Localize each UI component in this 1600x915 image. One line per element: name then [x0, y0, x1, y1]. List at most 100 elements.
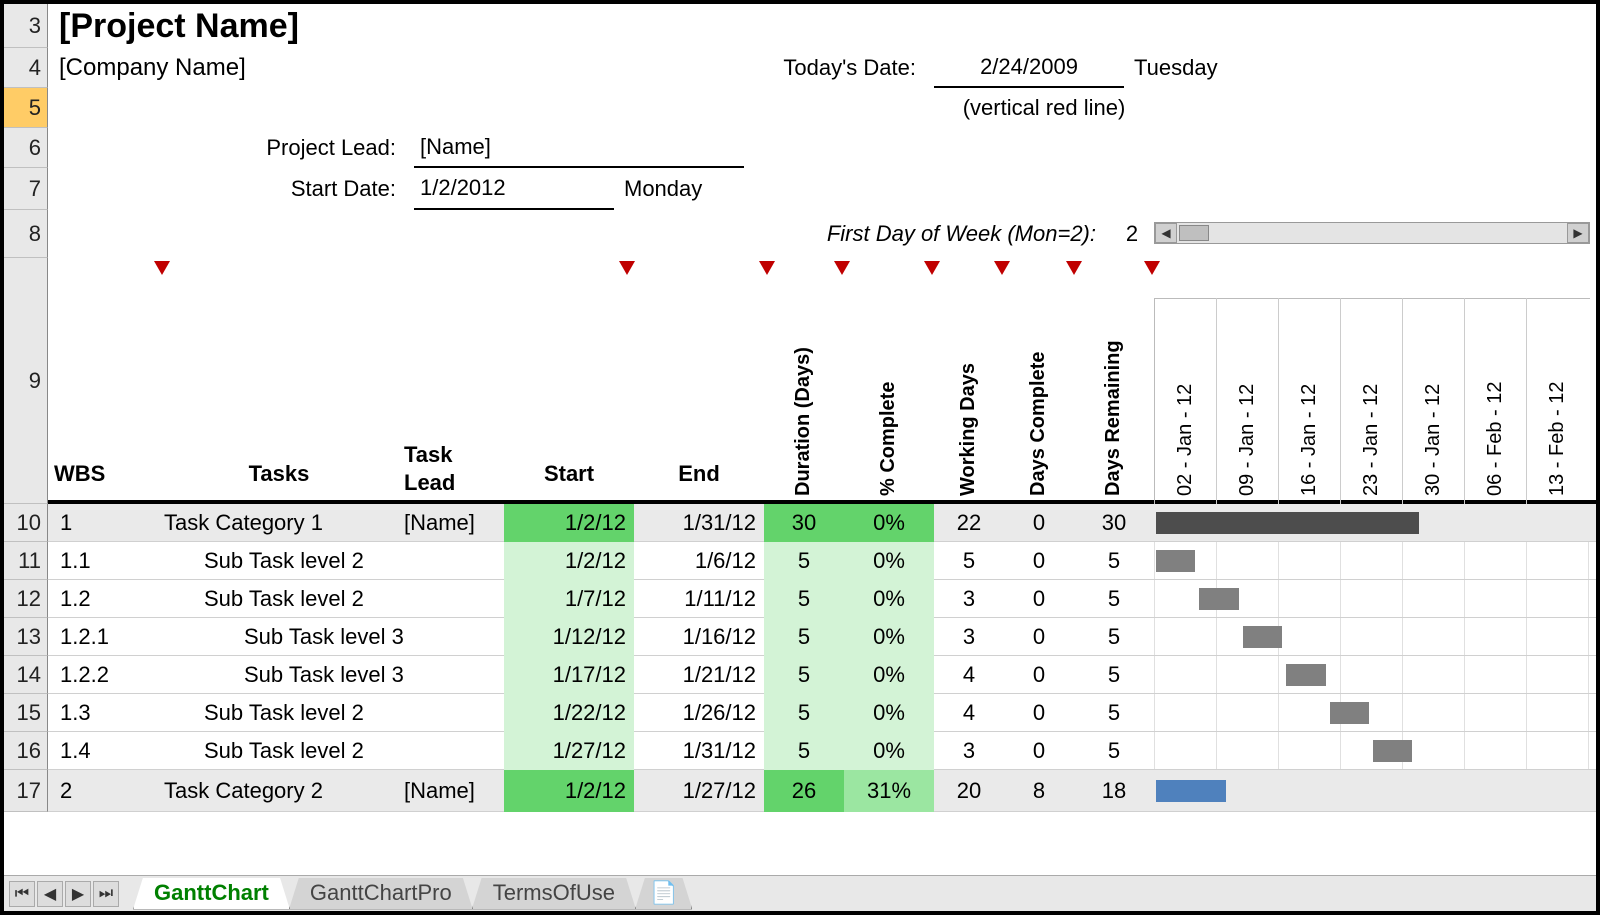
sheet-tab[interactable]: TermsOfUse: [472, 878, 636, 910]
comment-marker-icon[interactable]: [759, 261, 775, 275]
gantt-bar[interactable]: [1156, 512, 1419, 534]
cell-dcomp[interactable]: 0: [1004, 542, 1074, 580]
row-number[interactable]: 6: [4, 128, 48, 168]
cell-dcomp[interactable]: 0: [1004, 656, 1074, 694]
col-header-tasks[interactable]: Tasks: [154, 448, 404, 500]
comment-marker-icon[interactable]: [834, 261, 850, 275]
cell-end[interactable]: 1/27/12: [634, 770, 764, 812]
nav-first-icon[interactable]: ⏮: [9, 881, 35, 907]
cell-wbs[interactable]: 1.2: [54, 580, 154, 618]
cell-tasks[interactable]: Sub Task level 3: [154, 656, 404, 694]
row-number[interactable]: 15: [4, 694, 48, 732]
comment-marker-icon[interactable]: [154, 261, 170, 275]
comment-marker-icon[interactable]: [924, 261, 940, 275]
row-number[interactable]: 5: [4, 88, 48, 128]
cell-lead[interactable]: [Name]: [404, 770, 504, 812]
nav-next-icon[interactable]: ▶: [65, 881, 91, 907]
cell-pct[interactable]: 0%: [844, 580, 934, 618]
row-number[interactable]: 13: [4, 618, 48, 656]
gantt-bar[interactable]: [1373, 740, 1412, 762]
cell-pct[interactable]: 0%: [844, 656, 934, 694]
scroll-left-icon[interactable]: ◀: [1155, 223, 1177, 243]
gantt-date-header[interactable]: 30 - Jan - 12: [1422, 304, 1445, 496]
col-header-start[interactable]: Start: [504, 448, 634, 500]
company-name[interactable]: [Company Name]: [59, 48, 246, 88]
fdow-value[interactable]: 2: [1112, 210, 1152, 258]
cell-start[interactable]: 1/2/12: [504, 504, 634, 542]
row-number[interactable]: 3: [4, 4, 48, 48]
gantt-date-header[interactable]: 06 - Feb - 12: [1484, 304, 1507, 496]
cell-duration[interactable]: 5: [764, 656, 844, 694]
sheet-tab[interactable]: GanttChart: [133, 878, 290, 910]
gantt-bar[interactable]: [1330, 702, 1369, 724]
start-date-value[interactable]: 1/2/2012: [414, 168, 614, 210]
cell-tasks[interactable]: Sub Task level 2: [154, 694, 404, 732]
todays-date-value[interactable]: 2/24/2009: [934, 48, 1124, 88]
comment-marker-icon[interactable]: [619, 261, 635, 275]
sheet-tab[interactable]: GanttChartPro: [289, 878, 473, 910]
gantt-bar[interactable]: [1286, 664, 1325, 686]
cell-start[interactable]: 1/12/12: [504, 618, 634, 656]
cell-wbs[interactable]: 1.4: [54, 732, 154, 770]
gantt-bar[interactable]: [1156, 780, 1226, 802]
project-lead-value[interactable]: [Name]: [414, 128, 744, 168]
row-number[interactable]: 11: [4, 542, 48, 580]
cell-pct[interactable]: 0%: [844, 618, 934, 656]
cell-tasks[interactable]: Sub Task level 2: [154, 580, 404, 618]
cell-dcomp[interactable]: 0: [1004, 618, 1074, 656]
scroll-thumb[interactable]: [1179, 225, 1209, 241]
cell-lead[interactable]: [404, 542, 504, 580]
cell-wbs[interactable]: 1.2.1: [54, 618, 154, 656]
cell-end[interactable]: 1/21/12: [634, 656, 764, 694]
cell-duration[interactable]: 30: [764, 504, 844, 542]
cell-tasks[interactable]: Task Category 2: [154, 770, 404, 812]
gantt-date-header[interactable]: 13 - Feb - 12: [1546, 304, 1569, 496]
cell-wdays[interactable]: 3: [934, 732, 1004, 770]
gantt-hscroll[interactable]: ◀ ▶: [1154, 222, 1590, 244]
cell-tasks[interactable]: Sub Task level 3: [154, 618, 404, 656]
col-header-wdays[interactable]: Working Days: [957, 278, 980, 496]
cell-dcomp[interactable]: 0: [1004, 504, 1074, 542]
col-header-drem[interactable]: Days Remaining: [1102, 278, 1125, 496]
cell-wbs[interactable]: 1: [54, 504, 154, 542]
row-number[interactable]: 8: [4, 210, 48, 258]
cell-end[interactable]: 1/31/12: [634, 732, 764, 770]
row-number[interactable]: 9: [4, 258, 48, 504]
row-number[interactable]: 16: [4, 732, 48, 770]
cell-drem[interactable]: 5: [1074, 732, 1154, 770]
cell-drem[interactable]: 5: [1074, 542, 1154, 580]
cell-dcomp[interactable]: 8: [1004, 770, 1074, 812]
cell-tasks[interactable]: Sub Task level 2: [154, 542, 404, 580]
cell-duration[interactable]: 5: [764, 542, 844, 580]
cell-wdays[interactable]: 5: [934, 542, 1004, 580]
cell-dcomp[interactable]: 0: [1004, 732, 1074, 770]
cell-wdays[interactable]: 4: [934, 694, 1004, 732]
cell-lead[interactable]: [404, 656, 504, 694]
cell-start[interactable]: 1/27/12: [504, 732, 634, 770]
col-header-duration[interactable]: Duration (Days): [792, 278, 815, 496]
nav-last-icon[interactable]: ⏭: [93, 881, 119, 907]
cell-tasks[interactable]: Task Category 1: [154, 504, 404, 542]
cell-duration[interactable]: 5: [764, 732, 844, 770]
cell-wdays[interactable]: 3: [934, 580, 1004, 618]
row-number[interactable]: 4: [4, 48, 48, 88]
nav-prev-icon[interactable]: ◀: [37, 881, 63, 907]
row-number[interactable]: 12: [4, 580, 48, 618]
cell-end[interactable]: 1/6/12: [634, 542, 764, 580]
cell-start[interactable]: 1/22/12: [504, 694, 634, 732]
scroll-right-icon[interactable]: ▶: [1567, 223, 1589, 243]
gantt-date-header[interactable]: 09 - Jan - 12: [1236, 304, 1259, 496]
cell-wdays[interactable]: 20: [934, 770, 1004, 812]
col-header-wbs[interactable]: WBS: [54, 448, 154, 500]
row-number[interactable]: 17: [4, 770, 48, 812]
cell-tasks[interactable]: Sub Task level 2: [154, 732, 404, 770]
row-number[interactable]: 10: [4, 504, 48, 542]
gantt-date-header[interactable]: 16 - Jan - 12: [1298, 304, 1321, 496]
comment-marker-icon[interactable]: [1066, 261, 1082, 275]
row-number[interactable]: 14: [4, 656, 48, 694]
cell-dcomp[interactable]: 0: [1004, 580, 1074, 618]
cell-start[interactable]: 1/7/12: [504, 580, 634, 618]
col-header-lead[interactable]: TaskLead: [404, 438, 504, 500]
cell-pct[interactable]: 0%: [844, 542, 934, 580]
cell-drem[interactable]: 18: [1074, 770, 1154, 812]
